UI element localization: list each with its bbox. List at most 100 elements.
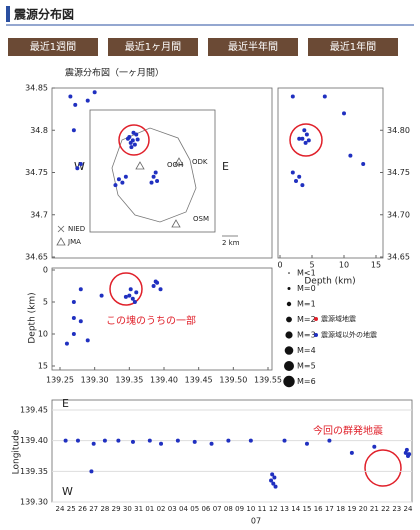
x-tick-label: 14 [291,505,300,513]
annotation: この塊のうちの一部 [106,314,196,327]
legend-size [286,316,292,323]
hypocenter [123,174,128,179]
map-label: 2 km [222,239,240,247]
y-tick-label: 34.65 [25,253,48,262]
hypocenter [71,128,76,133]
hypocenter [151,284,156,288]
y-tick-label: 34.80 [387,126,410,135]
hypocenter [85,338,90,343]
legend-label: M=5 [297,362,316,371]
hypocenter [132,300,137,304]
hypocenter [127,293,132,298]
y-tick-label: 10 [38,330,48,339]
figure-title: 震源分布図（一ヶ月間） [65,67,164,79]
legend-size [283,375,295,388]
hypocenter [272,475,277,480]
x-tick-label: 23 [392,505,401,513]
annotation: 今回の群発地震 [313,424,383,437]
hypocenter [130,296,135,301]
hypocenter [300,183,305,188]
y-tick-label: 139.45 [20,406,48,415]
hypocenter [297,174,302,179]
x-tick-label: 10 [246,505,255,513]
legend-dot [314,333,318,337]
hypocenter [78,287,83,292]
hypocenter [132,142,137,147]
hypocenter [125,136,130,141]
x-tick-label: 05 [190,505,199,513]
hypocenter [282,438,287,443]
hypocenter [102,438,107,443]
period-button[interactable]: 最近1週間 [8,38,98,56]
legend-label: M=3 [297,331,316,340]
x-tick-label: 12 [269,505,278,513]
legend-size [287,287,291,290]
hypocenter [135,137,140,142]
hypocenter [294,178,298,183]
hypocenter [192,439,197,444]
month-label: 07 [251,517,261,526]
legend-size [286,301,292,307]
page-title: 震源分布図 [14,7,74,22]
hypocenter [248,438,253,443]
button-bg [8,38,98,56]
x-tick-label: 15 [303,505,312,513]
hypocenter [153,279,158,284]
hypocenter [361,162,366,167]
hypocenter [120,180,125,185]
period-button[interactable]: 最近1ヶ月間 [108,38,198,56]
hypocenter [113,183,118,188]
hypocenter [147,438,152,443]
y-tick-label: 5 [43,298,48,307]
period-button[interactable]: 最近半年間 [208,38,298,56]
period-button[interactable]: 最近1年間 [308,38,398,56]
x-tick-label: 139.35 [115,376,143,385]
hypocenter [270,472,275,477]
hypocenter [131,130,136,135]
y-tick-label: 34.8 [30,126,48,135]
map-label: OOH [167,161,183,169]
x-tick-label: 07 [213,505,222,513]
x-tick-label: 09 [235,505,244,513]
x-tick-label: 31 [134,505,143,513]
hypocenter [71,316,76,320]
west-label: W [62,485,73,498]
hypocenter [128,287,133,292]
legend-label: M=4 [297,346,316,355]
hypocenter [290,170,295,175]
x-tick-label: 11 [258,505,267,513]
x-tick-label: 30 [123,505,132,513]
legend-dot [314,317,318,321]
y-tick-label: 34.7 [30,210,48,219]
hypocenter [273,484,278,489]
x-tick-label: 5 [309,261,314,270]
legend-label: M=0 [297,284,316,293]
hypocenter [78,162,83,167]
x-tick-label: 139.30 [81,376,109,385]
legend-size [285,331,293,339]
button-label: 最近1ヶ月間 [125,40,181,53]
x-tick-label: 06 [201,505,210,513]
x-tick-label: 26 [78,505,87,513]
lon-depth-frame [51,267,273,371]
hypocenter [302,128,307,133]
x-tick-label: 24 [56,505,65,513]
hypocenter [73,102,78,107]
x-tick-label: 20 [359,505,368,513]
legend-size [288,272,290,274]
x-tick-label: 08 [224,505,233,513]
hypocenter [134,290,139,295]
hypocenter [407,452,412,457]
hypocenter [155,178,160,183]
x-tick-label: 17 [325,505,334,513]
legend-label: M<1 [297,269,316,278]
hypocenter [71,300,76,304]
hypocenter [158,287,163,292]
hypocenter [175,438,180,443]
y-tick-label: 34.75 [25,168,48,177]
x-tick-label: 10 [339,261,349,270]
hypocenter [99,293,104,298]
legend-size [284,346,294,355]
hypocenter [92,90,97,95]
